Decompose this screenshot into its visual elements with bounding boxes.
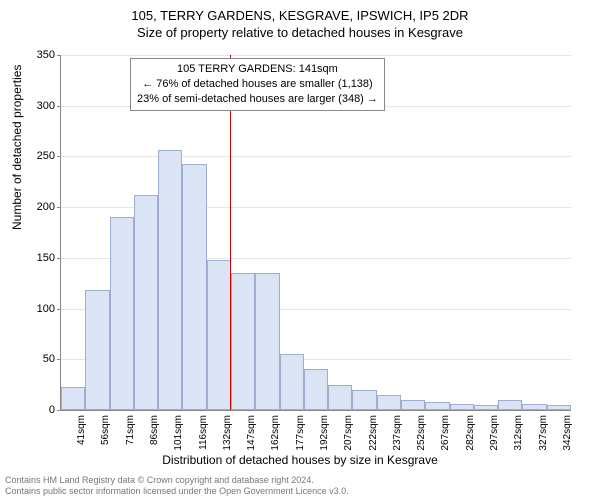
footer-line-1: Contains HM Land Registry data © Crown c…	[5, 475, 349, 486]
ytick-mark	[57, 359, 61, 360]
bar	[182, 164, 206, 410]
y-axis-label: Number of detached properties	[10, 65, 24, 230]
bar	[134, 195, 158, 410]
bar	[498, 400, 522, 410]
ytick-label: 50	[25, 353, 55, 365]
ytick-mark	[57, 410, 61, 411]
bar	[425, 402, 449, 410]
info-line-1: 105 TERRY GARDENS: 141sqm	[137, 62, 378, 77]
footer-line-2: Contains public sector information licen…	[5, 486, 349, 497]
bar	[207, 260, 231, 410]
ytick-mark	[57, 309, 61, 310]
ytick-mark	[57, 55, 61, 56]
bar	[474, 405, 498, 410]
bar	[450, 404, 474, 410]
gridline	[61, 156, 571, 157]
ytick-mark	[57, 258, 61, 259]
bar	[328, 385, 352, 410]
bar	[401, 400, 425, 410]
info-line-3: 23% of semi-detached houses are larger (…	[137, 92, 378, 107]
gridline	[61, 55, 571, 56]
ytick-label: 200	[25, 201, 55, 213]
bar	[61, 387, 85, 410]
info-box: 105 TERRY GARDENS: 141sqm ← 76% of detac…	[130, 58, 385, 111]
bar	[304, 369, 328, 410]
chart-container: 105, TERRY GARDENS, KESGRAVE, IPSWICH, I…	[0, 0, 600, 500]
info-line-2: ← 76% of detached houses are smaller (1,…	[137, 77, 378, 92]
bar	[547, 405, 571, 410]
ytick-label: 150	[25, 252, 55, 264]
bar	[522, 404, 546, 410]
bar	[110, 217, 134, 410]
ytick-label: 0	[25, 404, 55, 416]
chart-area: 05010015020025030035041sqm56sqm71sqm86sq…	[60, 55, 570, 410]
ytick-mark	[57, 207, 61, 208]
x-axis-label: Distribution of detached houses by size …	[0, 453, 600, 467]
ytick-label: 100	[25, 303, 55, 315]
bar	[352, 390, 376, 410]
bar	[158, 150, 182, 410]
ytick-mark	[57, 156, 61, 157]
footer: Contains HM Land Registry data © Crown c…	[5, 475, 349, 497]
ytick-label: 300	[25, 100, 55, 112]
page-subtitle: Size of property relative to detached ho…	[0, 23, 600, 40]
page-title: 105, TERRY GARDENS, KESGRAVE, IPSWICH, I…	[0, 0, 600, 23]
bar	[377, 395, 401, 410]
ytick-label: 350	[25, 49, 55, 61]
bar	[85, 290, 109, 410]
bar	[231, 273, 255, 410]
ytick-mark	[57, 106, 61, 107]
bar	[280, 354, 304, 410]
bar	[255, 273, 279, 410]
ytick-label: 250	[25, 150, 55, 162]
